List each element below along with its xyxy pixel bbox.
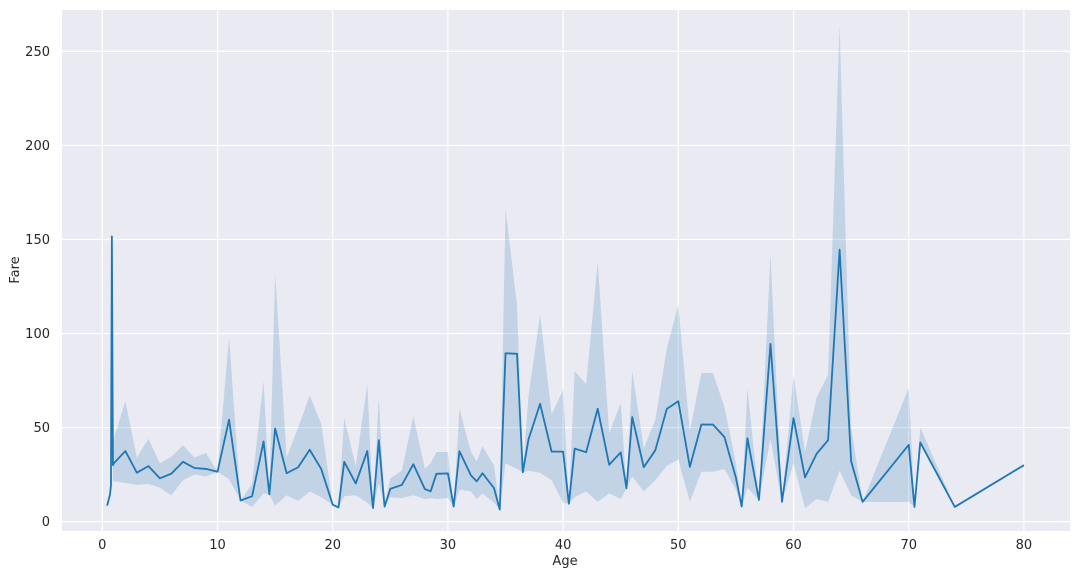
x-tick-label: 80 [1016,538,1033,553]
x-tick-label: 30 [440,538,457,553]
y-tick-label: 0 [42,515,50,530]
y-tick-label: 250 [25,45,50,60]
plot-background [62,10,1070,531]
y-tick-label: 100 [25,327,50,342]
series-line [106,235,1025,511]
x-tick-label: 60 [785,538,802,553]
x-axis-label: Age [552,554,577,569]
confidence-band-group [107,25,1024,510]
x-tick-label: 70 [900,538,917,553]
y-tick-label: 200 [25,139,50,154]
y-tick-label: 150 [25,233,50,248]
y-tick-label: 50 [33,421,50,436]
y-axis-label: Fare [8,256,23,283]
x-tick-label: 40 [555,538,572,553]
x-tick-label: 10 [209,538,226,553]
confidence-band [107,25,1024,510]
grid [62,10,1070,531]
y-tick-labels: 0 50 100 150 200 250 [25,45,50,530]
x-tick-label: 50 [670,538,687,553]
x-tick-label: 20 [324,538,341,553]
x-tick-label: 0 [98,538,106,553]
x-tick-labels: 0 10 20 30 40 50 60 70 80 [98,538,1032,553]
series-line-group [106,235,1025,511]
